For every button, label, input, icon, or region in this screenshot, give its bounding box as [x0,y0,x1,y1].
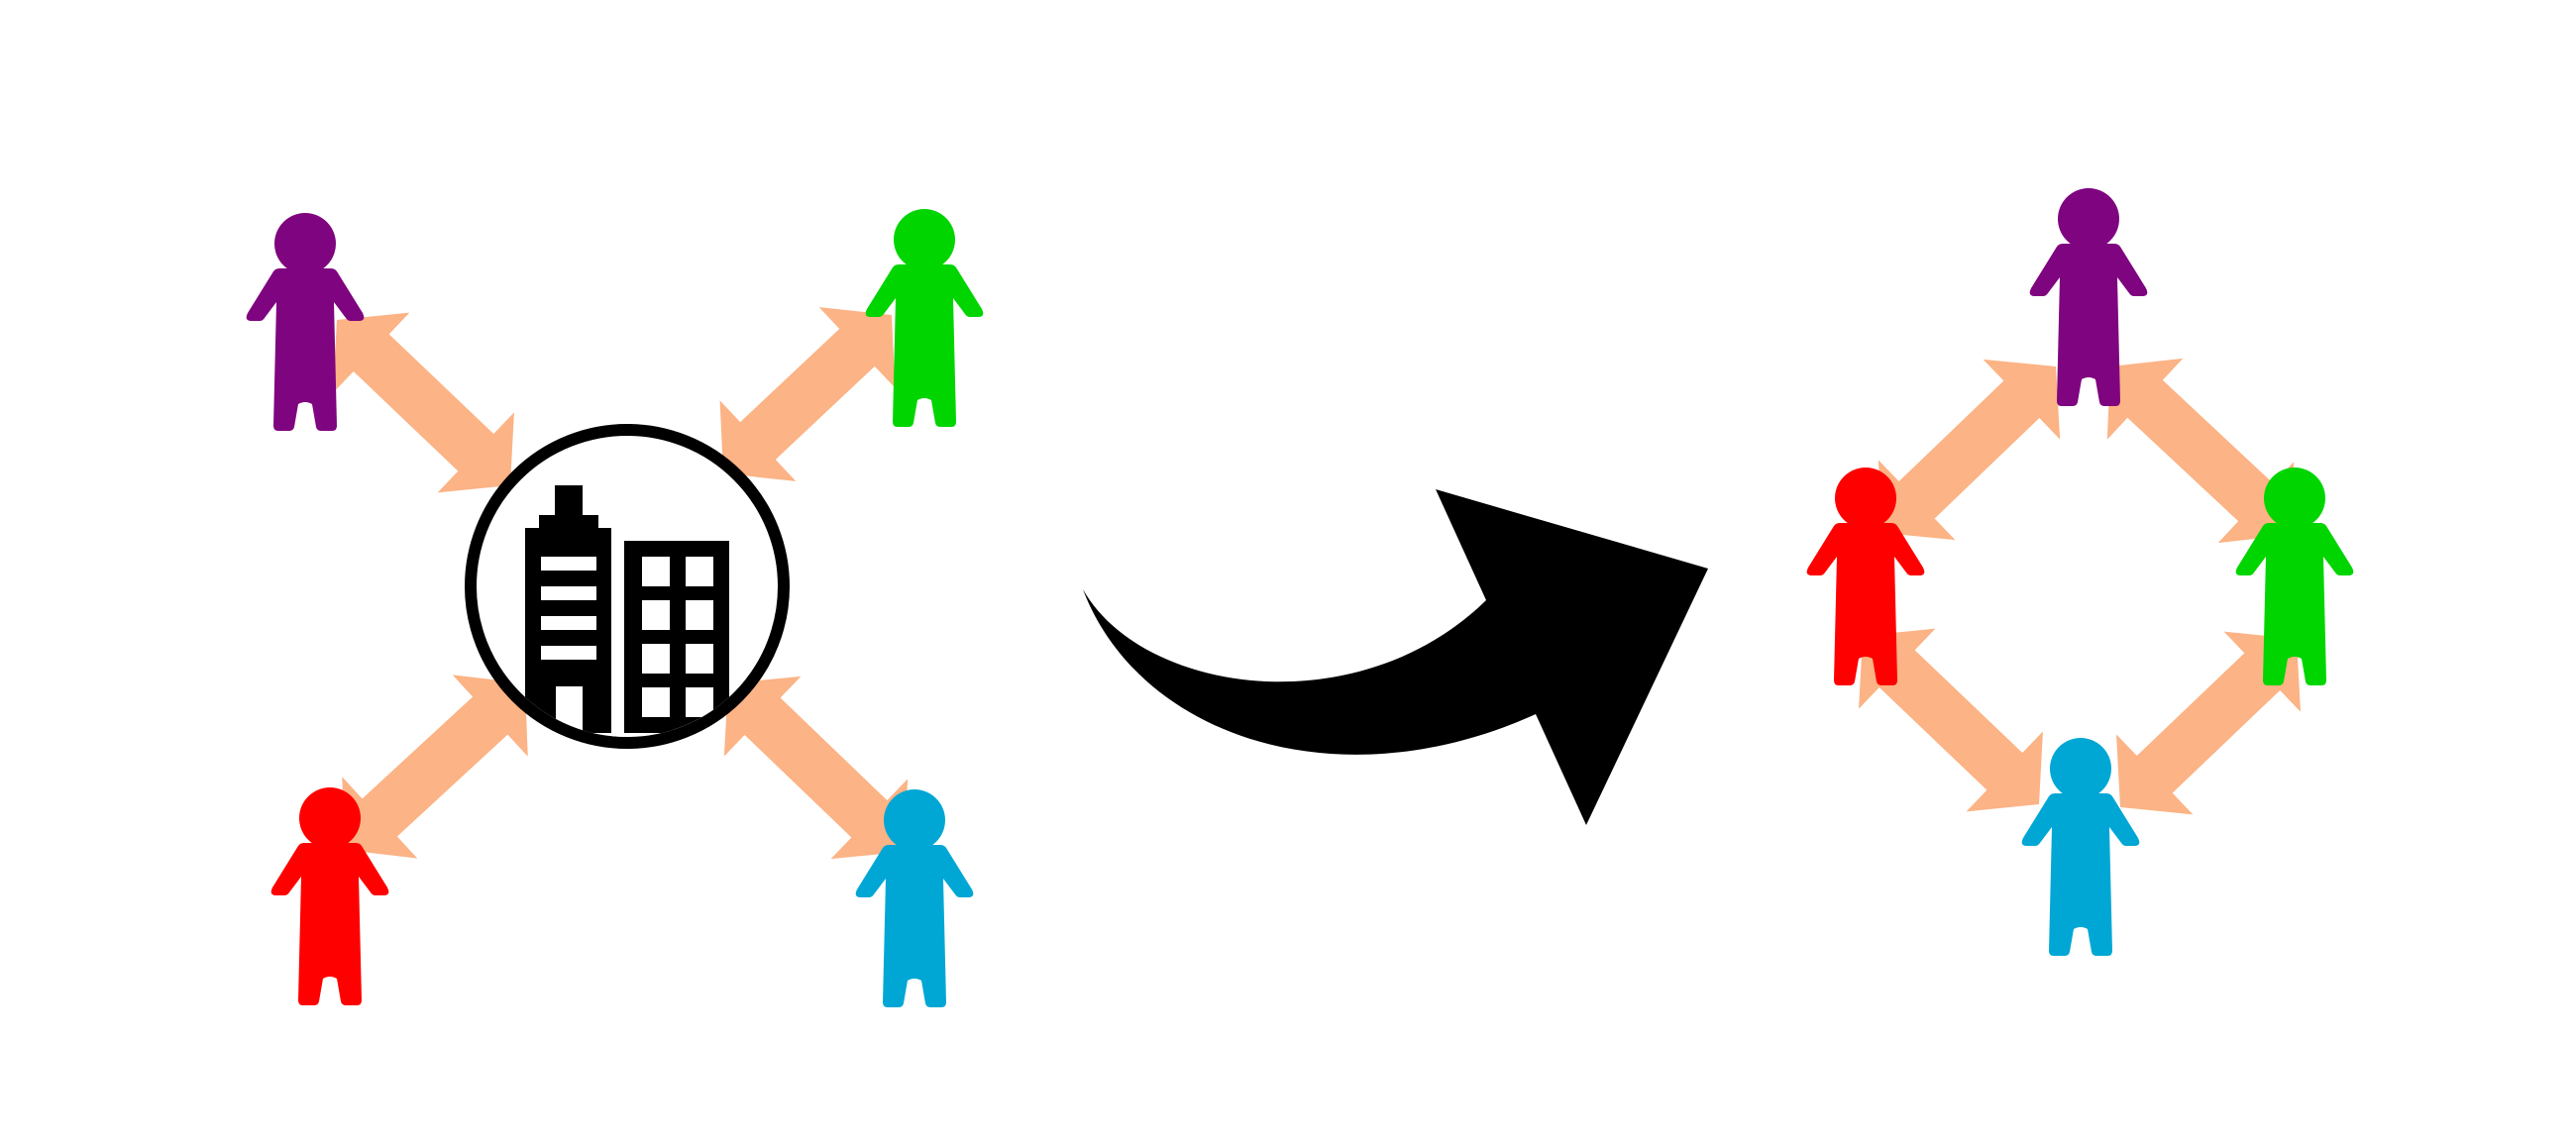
connector-arrow-purple-red [1878,359,2061,541]
person-icon-purple [2029,188,2148,406]
curved-right-arrow-icon [1083,489,1708,825]
connector-arrow-purple-green [2106,358,2295,544]
transition-arrow-icon [1083,489,1708,825]
connector-arrow-blue-hub [723,676,909,860]
connector-arrow-red-hub [342,675,528,859]
peer-people [1806,188,2354,956]
centralized-people [246,209,984,1007]
hub-building-icon [465,424,790,749]
office-buildings-icon [525,485,729,737]
connector-arrow-green-blue [2116,631,2301,815]
person-icon-blue [2021,738,2140,956]
connector-arrow-green-hub [719,307,896,481]
person-icon-green [2235,468,2354,685]
person-icon-blue [855,789,974,1007]
centralized-connectors [333,307,909,860]
connector-arrow-purple-hub [333,312,514,493]
person-icon-green [865,209,984,427]
connector-arrow-red-blue [1859,628,2043,812]
person-icon-red [270,787,389,1005]
person-icon-purple [246,213,365,431]
person-icon-red [1806,468,1925,685]
peer-connectors [1859,358,2301,815]
